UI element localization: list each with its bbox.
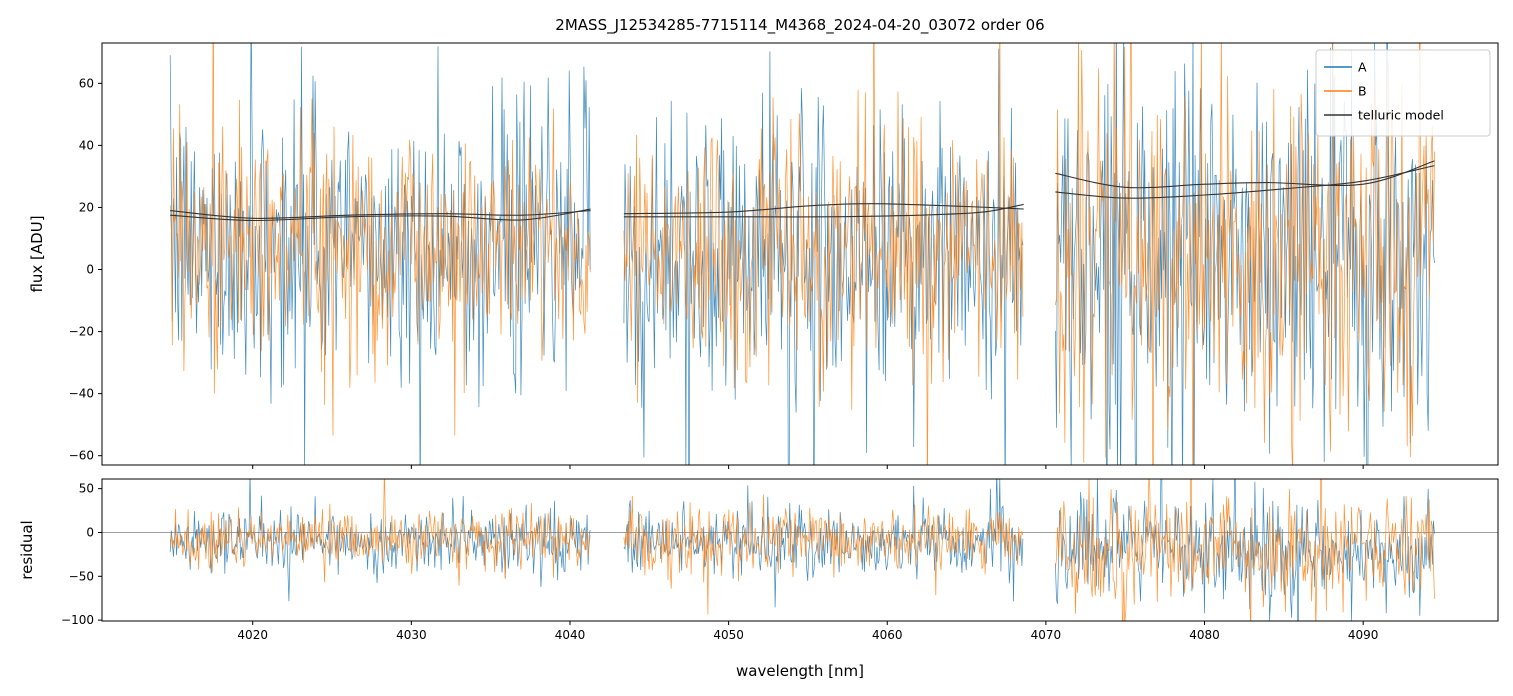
flux-series-b-segment-2 bbox=[623, 43, 1024, 465]
flux-telluric-model-b-segment-1 bbox=[170, 208, 591, 222]
flux-series-b-segment-1 bbox=[169, 43, 591, 436]
residual-ytick-label: −100 bbox=[61, 613, 94, 627]
xtick-label: 4080 bbox=[1189, 628, 1220, 642]
residual-ytick-label: 50 bbox=[79, 482, 94, 496]
xtick-label: 4040 bbox=[555, 628, 586, 642]
flux-ytick-label: 40 bbox=[79, 138, 94, 152]
xtick-label: 4090 bbox=[1348, 628, 1379, 642]
residual-panel-frame bbox=[101, 478, 1499, 622]
residual-series-b-segment-3 bbox=[1055, 479, 1435, 621]
flux-ytick-label: 0 bbox=[86, 263, 94, 277]
legend-label: B bbox=[1358, 84, 1367, 99]
xtick-label: 4030 bbox=[396, 628, 427, 642]
flux-telluric-model-a-segment-2 bbox=[623, 203, 1024, 215]
flux-axis-label: flux [ADU] bbox=[28, 215, 46, 292]
residual-series-b-segment-1 bbox=[169, 479, 591, 586]
chart-title: 2MASS_J12534285-7715114_M4368_2024-04-20… bbox=[555, 16, 1044, 35]
flux-ytick-label: 60 bbox=[79, 76, 94, 90]
flux-telluric-model-b-segment-2 bbox=[623, 203, 1024, 218]
legend-label: A bbox=[1358, 60, 1367, 75]
xtick-label: 4050 bbox=[713, 628, 744, 642]
xtick-label: 4020 bbox=[237, 628, 268, 642]
flux-panel-frame bbox=[101, 42, 1499, 466]
legend-label: telluric model bbox=[1358, 108, 1444, 123]
flux-ytick-label: −60 bbox=[69, 449, 94, 463]
wavelength-axis-label: wavelength [nm] bbox=[736, 662, 864, 680]
flux-telluric-model-a-segment-3 bbox=[1055, 160, 1435, 189]
residual-series-b-segment-2 bbox=[623, 494, 1024, 615]
residual-axis-label: residual bbox=[18, 520, 36, 579]
flux-series-b-segment-3 bbox=[1055, 43, 1435, 465]
flux-ytick-label: −20 bbox=[69, 325, 94, 339]
residual-panel: 50 0 −50 −100 4020 4030 4040 4050 4060 4070 4080 4… bbox=[18, 478, 1499, 642]
xtick-label: 4070 bbox=[1031, 628, 1062, 642]
residual-series-a-segment-1 bbox=[169, 479, 591, 602]
flux-series-a-segment-2 bbox=[623, 48, 1024, 465]
residual-series-a-segment-3 bbox=[1055, 479, 1435, 621]
legend-box bbox=[1315, 49, 1491, 137]
flux-ytick-label: −40 bbox=[69, 387, 94, 401]
flux-ytick-label: 20 bbox=[79, 200, 94, 214]
residual-ytick-label: −50 bbox=[69, 569, 94, 583]
flux-telluric-model-b-segment-3 bbox=[1055, 165, 1435, 199]
xtick-label: 4060 bbox=[872, 628, 903, 642]
residual-ytick-label: 0 bbox=[86, 525, 94, 539]
flux-telluric-model-a-segment-1 bbox=[170, 210, 591, 219]
